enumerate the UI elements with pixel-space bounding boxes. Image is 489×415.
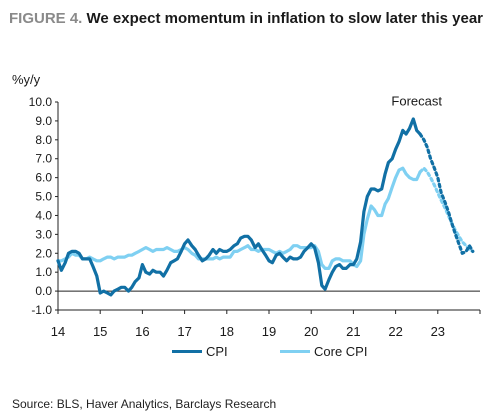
y-tick-label: 6.0 xyxy=(35,171,52,185)
y-tick-label: 10.0 xyxy=(29,95,53,109)
legend-swatch-cpi xyxy=(172,350,202,353)
y-axis-label: %y/y xyxy=(12,72,41,87)
core-cpi-line xyxy=(56,166,422,270)
figure-title: We expect momentum in inflation to slow … xyxy=(86,10,483,27)
forecast-annotation: Forecast xyxy=(391,94,442,109)
x-tick-label: 21 xyxy=(346,324,360,339)
y-tick-label: 0.0 xyxy=(35,284,52,298)
figure-label: FIGURE 4. xyxy=(9,10,83,27)
y-tick-label: 2.0 xyxy=(35,246,52,260)
x-tick-label: 14 xyxy=(51,324,65,339)
x-tick-label: 17 xyxy=(177,324,191,339)
y-tick-label: -1.0 xyxy=(31,303,52,317)
legend-label-cpi: CPI xyxy=(206,344,228,359)
y-tick-label: 8.0 xyxy=(35,133,52,147)
y-tick-label: 1.0 xyxy=(35,265,52,279)
legend: CPI Core CPI xyxy=(0,344,489,364)
legend-item-core-cpi: Core CPI xyxy=(280,344,367,359)
x-tick-label: 15 xyxy=(93,324,107,339)
x-tick-label: 22 xyxy=(388,324,402,339)
chart-title: FIGURE 4. We expect momentum in inflatio… xyxy=(9,10,483,27)
y-tick-label: 9.0 xyxy=(35,114,52,128)
x-tick-label: 20 xyxy=(304,324,318,339)
cpi-line xyxy=(56,117,422,297)
cpi-forecast-line xyxy=(418,132,475,255)
source-note: Source: BLS, Haver Analytics, Barclays R… xyxy=(12,397,277,411)
x-tick-label: 19 xyxy=(262,324,276,339)
x-tick-label: 23 xyxy=(431,324,445,339)
legend-label-core-cpi: Core CPI xyxy=(314,344,368,359)
x-tick-label: 18 xyxy=(220,324,234,339)
legend-swatch-core-cpi xyxy=(280,350,310,353)
y-tick-label: 4.0 xyxy=(35,208,52,222)
x-tick-label: 16 xyxy=(135,324,149,339)
y-tick-label: 3.0 xyxy=(35,227,52,241)
y-tick-label: 5.0 xyxy=(35,190,52,204)
legend-item-cpi: CPI xyxy=(172,344,228,359)
y-tick-label: 7.0 xyxy=(35,152,52,166)
core-cpi-forecast-line xyxy=(418,166,475,253)
